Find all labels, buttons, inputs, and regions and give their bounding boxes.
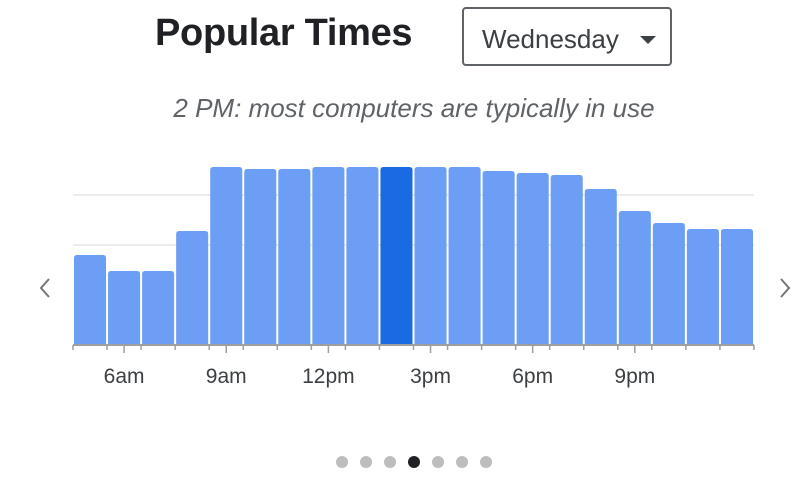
day-select-value: Wednesday xyxy=(482,24,619,54)
x-tick-label-9pm: 9pm xyxy=(614,365,655,388)
prev-button[interactable] xyxy=(30,270,60,306)
bar-4pm[interactable] xyxy=(448,167,481,345)
bar-9am[interactable] xyxy=(210,167,243,345)
x-tick-label-12pm: 12pm xyxy=(302,365,355,388)
pagination-dot-7[interactable] xyxy=(480,456,492,468)
bar-10pm[interactable] xyxy=(652,223,685,345)
bar-10am[interactable] xyxy=(244,169,277,345)
bar-7am[interactable] xyxy=(142,271,175,345)
bar-8pm[interactable] xyxy=(584,189,617,345)
pagination-dot-2[interactable] xyxy=(360,456,372,468)
x-tick-label-3pm: 3pm xyxy=(410,365,451,388)
day-select[interactable]: Wednesday xyxy=(462,7,672,66)
bar-3pm[interactable] xyxy=(414,167,447,345)
busy-summary: 2 PM: most computers are typically in us… xyxy=(173,93,655,123)
bar-8am[interactable] xyxy=(176,231,209,345)
x-tick-label-6am: 6am xyxy=(104,365,145,388)
pagination-dot-5[interactable] xyxy=(432,456,444,468)
bar-1pm[interactable] xyxy=(346,167,379,345)
bar-7pm[interactable] xyxy=(550,175,583,345)
bar-9pm[interactable] xyxy=(618,211,651,345)
pagination-dot-1[interactable] xyxy=(336,456,348,468)
chevron-right-icon xyxy=(780,278,791,298)
bar-12am[interactable] xyxy=(720,229,753,345)
x-tick-label-9am: 9am xyxy=(206,365,247,388)
bar-2pm[interactable] xyxy=(380,167,413,345)
pagination-dot-6[interactable] xyxy=(456,456,468,468)
bar-6am[interactable] xyxy=(108,271,141,345)
pagination-dot-3[interactable] xyxy=(384,456,396,468)
bar-5am[interactable] xyxy=(74,255,107,345)
bar-11am[interactable] xyxy=(278,169,311,345)
chevron-left-icon xyxy=(39,278,50,298)
page-title: Popular Times xyxy=(155,12,413,54)
x-tick-label-6pm: 6pm xyxy=(512,365,553,388)
bar-5pm[interactable] xyxy=(482,171,515,345)
caret-down-icon xyxy=(640,36,656,44)
bar-11pm[interactable] xyxy=(686,229,719,345)
pagination-dots xyxy=(336,456,492,468)
bar-6pm[interactable] xyxy=(516,173,549,345)
popular-times-chart: 6am 9am 12pm 3pm 6pm 9pm xyxy=(72,167,755,388)
pagination-dot-4[interactable] xyxy=(408,456,420,468)
bar-12pm[interactable] xyxy=(312,167,345,345)
next-button[interactable] xyxy=(770,270,800,306)
